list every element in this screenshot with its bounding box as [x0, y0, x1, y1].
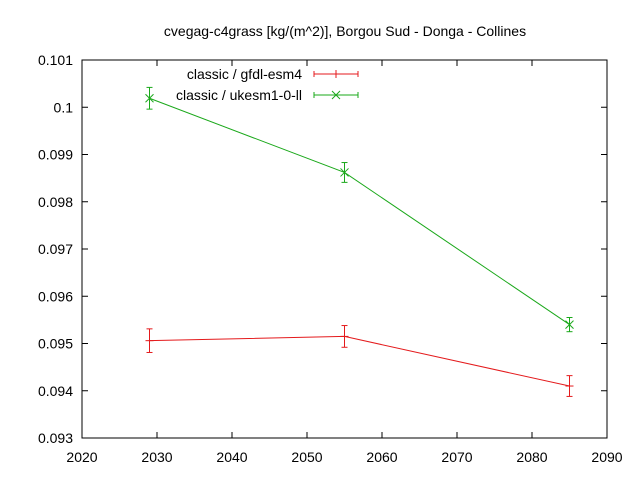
- legend-marker: [332, 70, 340, 78]
- plot-frame: [81, 59, 608, 439]
- series-2: [145, 86, 574, 333]
- data-point: [340, 168, 349, 177]
- axes: 2020 2030 2040 2050 2060 2070 2080 2090 0.093 0.0…: [38, 52, 623, 465]
- y-tick-label: 0.095: [38, 336, 73, 352]
- series-line: [149, 97, 570, 326]
- y-tick-label: 0.098: [38, 194, 73, 210]
- y-tick-label: 0.099: [38, 147, 73, 163]
- legend: classic / gfdl-esm4 classic / ukesm1-0-ll: [176, 66, 359, 103]
- x-tick-label: 2050: [291, 449, 322, 465]
- series-1: [145, 325, 574, 397]
- data-point: [145, 93, 154, 103]
- x-tick-label: 2070: [441, 449, 472, 465]
- data-point: [565, 382, 574, 391]
- data-point: [565, 320, 574, 329]
- x-tick-label: 2020: [66, 449, 97, 465]
- legend-label: classic / gfdl-esm4: [187, 66, 302, 82]
- x-tick-label: 2090: [591, 449, 622, 465]
- x-tick-label: 2060: [366, 449, 397, 465]
- data-point: [340, 332, 349, 341]
- series-layer: [145, 86, 574, 397]
- y-tick-label: 0.093: [38, 430, 73, 446]
- y-tick-label: 0.097: [38, 241, 73, 257]
- y-tick-label: 0.096: [38, 288, 73, 304]
- x-tick-label: 2040: [216, 449, 247, 465]
- x-tick-label: 2080: [516, 449, 547, 465]
- data-point: [145, 336, 154, 345]
- legend-item-2: classic / ukesm1-0-ll: [176, 87, 359, 103]
- chart-title: cvegag-c4grass [kg/(m^2)], Borgou Sud - …: [164, 23, 526, 39]
- legend-item-1: classic / gfdl-esm4: [187, 66, 359, 82]
- series-line: [149, 335, 570, 387]
- legend-marker: [331, 90, 341, 100]
- y-tick-label: 0.1: [54, 99, 74, 115]
- x-tick-label: 2030: [141, 449, 172, 465]
- y-tick-label: 0.101: [38, 52, 73, 68]
- legend-label: classic / ukesm1-0-ll: [176, 87, 302, 103]
- y-tick-label: 0.094: [38, 383, 73, 399]
